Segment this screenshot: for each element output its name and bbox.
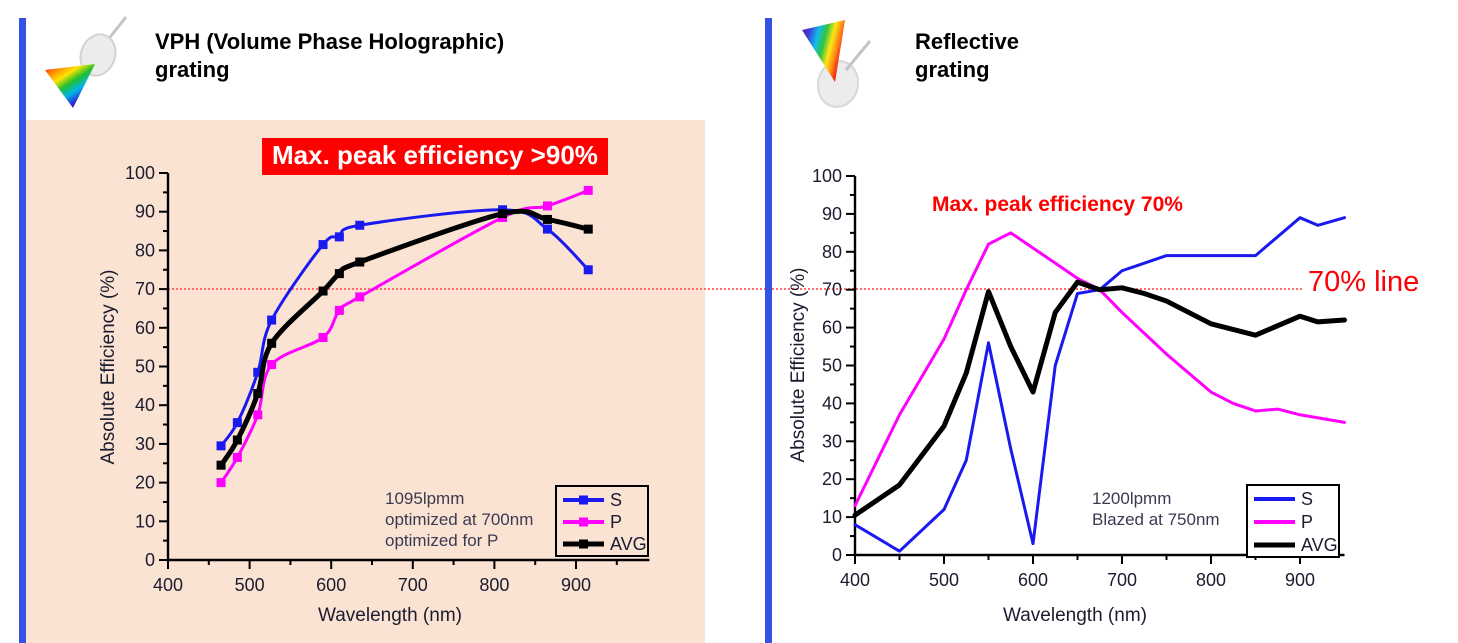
seventy-percent-dotted-line bbox=[168, 288, 1302, 290]
prism-handle bbox=[844, 40, 872, 71]
series-marker-P bbox=[216, 478, 226, 488]
rainbow-beam bbox=[802, 20, 845, 82]
x-tick-label: 500 bbox=[235, 575, 265, 595]
series-marker-AVG bbox=[253, 389, 263, 399]
series-marker-S bbox=[232, 418, 242, 428]
series-marker-P bbox=[542, 201, 552, 211]
prism-dispersion-icon bbox=[802, 20, 872, 108]
reflective-chart: 400 500 600 700 800 900 0 10 20 30 40 50 60 70 80 90 100… bbox=[790, 166, 1347, 626]
series-marker-P bbox=[334, 305, 344, 315]
left-accent-bar bbox=[19, 18, 26, 643]
legend-label-AVG: AVG bbox=[610, 534, 647, 554]
series-marker-P bbox=[232, 452, 242, 462]
legend-marker-AVG bbox=[579, 539, 588, 549]
legend-marker-P bbox=[579, 517, 588, 527]
series-line-P bbox=[853, 231, 1346, 508]
series-marker-P bbox=[267, 360, 277, 370]
x-tick-label: 400 bbox=[153, 575, 183, 595]
series-marker-AVG bbox=[318, 286, 328, 296]
series-marker-P bbox=[253, 410, 263, 420]
series-marker-S bbox=[267, 315, 277, 325]
legend-marker-S bbox=[579, 495, 588, 505]
series-marker-S bbox=[318, 240, 328, 250]
series-marker-S bbox=[542, 224, 552, 234]
x-tick-label: 400 bbox=[840, 570, 870, 590]
vph-chart-annotation: 1095lpmm optimized at 700nm optimized fo… bbox=[385, 489, 534, 550]
x-axis-title: Wavelength (nm) bbox=[1003, 605, 1147, 626]
legend-box bbox=[555, 485, 649, 557]
series-marker-S bbox=[334, 232, 344, 242]
series-marker-AVG bbox=[542, 214, 552, 224]
seventy-percent-line-label: 70% line bbox=[1308, 266, 1420, 298]
legend-label-P: P bbox=[1301, 512, 1313, 532]
series-marker-S bbox=[583, 265, 593, 275]
legend-label-S: S bbox=[1301, 489, 1313, 509]
series-line-AVG bbox=[218, 208, 591, 468]
x-tick-label: 800 bbox=[1196, 570, 1226, 590]
y-tick-label: 50 bbox=[135, 357, 155, 377]
y-tick-label: 0 bbox=[832, 545, 842, 565]
series-marker-S bbox=[253, 367, 263, 377]
vph-chart: 400 500 600 700 800 900 0 10 20 30 40 50 60 70 80 90 100… bbox=[98, 163, 650, 626]
y-tick-label: 60 bbox=[822, 318, 842, 338]
x-tick-label: 700 bbox=[1107, 570, 1137, 590]
y-tick-label: 10 bbox=[135, 511, 155, 531]
series-marker-S bbox=[216, 441, 226, 451]
y-tick-label: 20 bbox=[822, 469, 842, 489]
y-axis-title: Absolute Efficiency (%) bbox=[98, 269, 119, 464]
y-tick-label: 80 bbox=[135, 240, 155, 260]
reflective-panel-title: Reflective grating bbox=[915, 29, 1019, 82]
y-tick-label: 40 bbox=[822, 393, 842, 413]
y-tick-label: 90 bbox=[822, 204, 842, 224]
series-marker-P bbox=[583, 185, 593, 195]
series-marker-AVG bbox=[216, 460, 226, 470]
rainbow-beam bbox=[45, 64, 95, 108]
reflective-peak-efficiency-callout: Max. peak efficiency 70% bbox=[932, 193, 1183, 216]
series-marker-AVG bbox=[232, 435, 242, 445]
prism-lens bbox=[816, 60, 860, 108]
y-tick-label: 10 bbox=[822, 507, 842, 527]
y-tick-label: 90 bbox=[135, 202, 155, 222]
legend-label-S: S bbox=[610, 490, 622, 510]
y-tick-label: 40 bbox=[135, 395, 155, 415]
y-tick-label: 70 bbox=[135, 279, 155, 299]
x-tick-label: 600 bbox=[316, 575, 346, 595]
x-tick-label: 700 bbox=[398, 575, 428, 595]
y-axis-title: Absolute Efficiency (%) bbox=[790, 267, 809, 462]
y-tick-label: 80 bbox=[822, 242, 842, 262]
series-line-AVG bbox=[852, 279, 1347, 518]
series-marker-AVG bbox=[583, 224, 593, 234]
right-accent-bar bbox=[765, 18, 772, 643]
y-tick-label: 70 bbox=[822, 280, 842, 300]
series-marker-P bbox=[318, 332, 328, 342]
series-marker-AVG bbox=[267, 338, 277, 348]
y-tick-label: 60 bbox=[135, 318, 155, 338]
prism-dispersion-icon bbox=[45, 16, 128, 108]
legend-label-AVG: AVG bbox=[1301, 535, 1338, 555]
series-marker-S bbox=[355, 220, 365, 230]
vph-peak-efficiency-banner: Max. peak efficiency >90% bbox=[262, 138, 608, 175]
y-tick-label: 30 bbox=[135, 434, 155, 454]
vph-panel-title: VPH (Volume Phase Holographic) grating bbox=[155, 29, 505, 82]
y-tick-label: 100 bbox=[125, 163, 155, 183]
series-marker-P bbox=[355, 292, 365, 302]
x-tick-label: 600 bbox=[1018, 570, 1048, 590]
x-tick-label: 800 bbox=[479, 575, 509, 595]
series-marker-AVG bbox=[334, 269, 344, 279]
series-marker-AVG bbox=[355, 257, 365, 267]
reflective-chart-annotation: 1200lpmm Blazed at 750nm bbox=[1092, 489, 1220, 529]
y-tick-label: 100 bbox=[812, 166, 842, 186]
y-tick-label: 30 bbox=[822, 431, 842, 451]
y-tick-label: 0 bbox=[145, 550, 155, 570]
x-tick-label: 900 bbox=[1285, 570, 1315, 590]
y-tick-label: 20 bbox=[135, 473, 155, 493]
legend-label-P: P bbox=[610, 512, 622, 532]
x-tick-label: 500 bbox=[929, 570, 959, 590]
x-axis-title: Wavelength (nm) bbox=[318, 605, 462, 626]
series-marker-AVG bbox=[498, 209, 508, 219]
x-tick-label: 900 bbox=[561, 575, 591, 595]
series-line-S bbox=[853, 216, 1346, 553]
y-tick-label: 50 bbox=[822, 356, 842, 376]
